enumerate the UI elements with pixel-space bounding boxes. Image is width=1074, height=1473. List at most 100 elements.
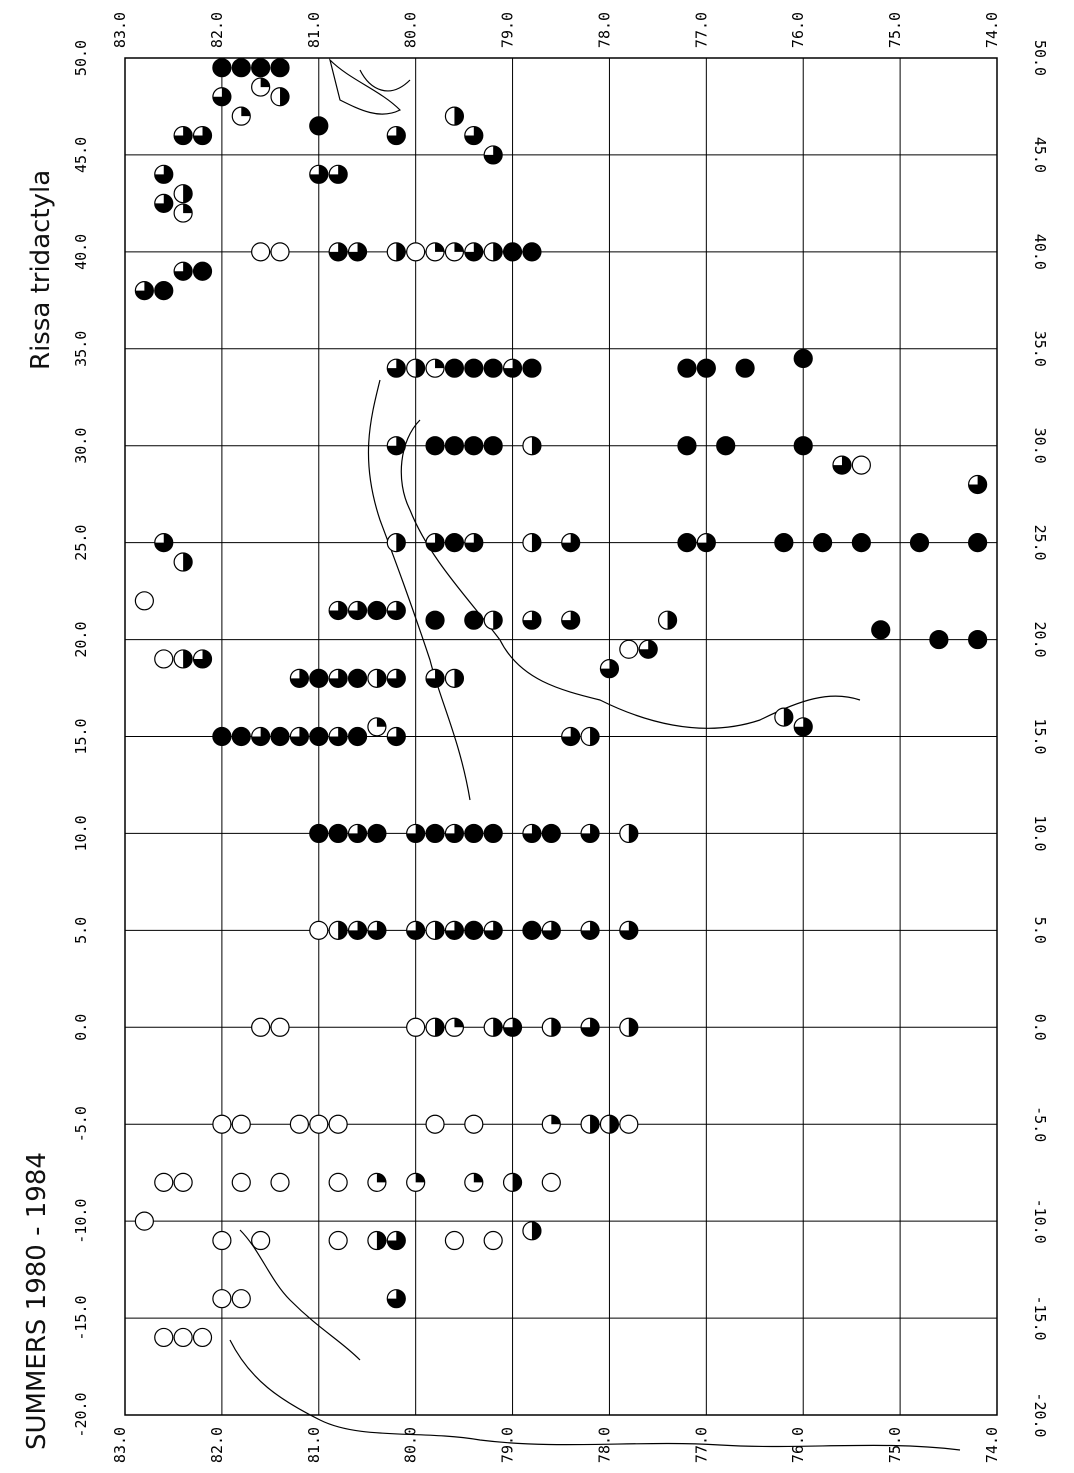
top-tick-label: 74.0 <box>983 12 1001 48</box>
observation-marker <box>173 552 193 572</box>
observation-marker <box>386 1230 406 1251</box>
left-tick-label: 5.0 <box>72 917 90 944</box>
observation-marker <box>386 1289 406 1309</box>
observation-marker <box>309 116 329 136</box>
observation-marker <box>386 533 406 553</box>
left-tick-label: 20.0 <box>72 622 90 658</box>
observation-marker <box>406 920 426 940</box>
observation-marker <box>851 533 871 553</box>
observation-marker <box>541 920 561 940</box>
right-tick-label: 30.0 <box>1031 428 1049 464</box>
observation-marker <box>580 726 600 747</box>
observation-marker <box>289 726 309 747</box>
observation-marker <box>386 726 406 747</box>
observation-marker <box>541 1172 561 1192</box>
observation-marker <box>599 659 620 679</box>
right-tick-label: 25.0 <box>1031 525 1049 561</box>
observation-marker <box>231 726 251 747</box>
observation-marker <box>483 610 503 630</box>
observation-marker <box>231 1172 251 1192</box>
observation-marker <box>192 261 213 281</box>
observation-marker <box>309 726 329 747</box>
observation-marker <box>154 649 174 669</box>
left-tick-label: 40.0 <box>72 234 90 270</box>
observation-marker <box>735 358 755 378</box>
observation-marker <box>793 436 813 456</box>
observation-marker <box>309 1114 329 1134</box>
observation-marker <box>231 58 251 78</box>
top-tick-label: 83.0 <box>111 12 129 48</box>
observation-marker <box>483 242 503 262</box>
observation-marker <box>464 242 484 262</box>
observation-marker <box>444 1230 465 1251</box>
observation-marker <box>444 533 465 553</box>
observation-marker <box>483 358 503 378</box>
left-tick-label: -15.0 <box>72 1295 90 1340</box>
left-tick-label: 0.0 <box>72 1014 90 1041</box>
observation-marker <box>483 436 503 456</box>
observation-marker <box>444 106 465 126</box>
coastline-svalbard-west <box>367 379 471 801</box>
observation-marker <box>464 125 484 146</box>
observation-marker <box>173 1172 193 1192</box>
observation-marker <box>425 358 445 378</box>
observation-marker <box>561 533 581 553</box>
observation-marker <box>444 1017 465 1037</box>
top-tick-label: 78.0 <box>595 12 613 48</box>
coastline-scandinavia <box>229 1339 961 1451</box>
observation-marker <box>154 1172 174 1192</box>
observation-marker <box>444 358 465 378</box>
observation-marker <box>483 823 503 844</box>
observation-marker <box>367 1172 387 1192</box>
observation-marker <box>173 184 193 204</box>
observation-marker <box>483 145 503 165</box>
observation-marker <box>483 1230 503 1251</box>
observation-marker <box>270 726 290 747</box>
observation-marker <box>406 823 426 844</box>
bottom-tick-label: 77.0 <box>692 1427 710 1463</box>
observation-marker <box>425 436 445 456</box>
observation-marker <box>270 1172 290 1192</box>
observation-marker <box>909 533 930 553</box>
observation-marker <box>929 629 949 650</box>
observation-marker <box>619 1114 639 1134</box>
observation-marker <box>347 920 368 940</box>
right-tick-label: -20.0 <box>1031 1392 1049 1437</box>
observation-marker <box>464 358 484 378</box>
observation-marker <box>464 823 484 844</box>
top-tick-label: 77.0 <box>692 12 710 48</box>
coastline <box>229 58 961 1451</box>
observation-marker <box>464 533 484 553</box>
observation-marker <box>580 1017 600 1037</box>
observation-marker <box>270 1017 290 1037</box>
observation-marker <box>561 610 581 630</box>
observation-marker <box>425 610 445 630</box>
top-tick-label: 82.0 <box>208 12 226 48</box>
observation-marker <box>231 1289 251 1309</box>
period-label: SUMMERS 1980 - 1984 <box>22 1152 52 1450</box>
coastline-franz-josef <box>328 58 411 115</box>
observation-marker <box>328 1172 348 1192</box>
observation-marker <box>619 920 639 940</box>
observation-marker <box>444 920 465 940</box>
top-tick-label: 76.0 <box>789 12 807 48</box>
observation-marker <box>367 920 387 940</box>
observation-marker <box>502 358 523 378</box>
observation-marker <box>541 823 561 844</box>
observation-marker <box>774 533 794 553</box>
observation-marker <box>696 358 716 378</box>
observation-marker <box>251 242 271 262</box>
observation-marker <box>406 1017 426 1037</box>
observation-marker <box>192 125 213 146</box>
observation-marker <box>192 1327 213 1348</box>
observation-marker <box>134 281 154 301</box>
observation-marker <box>444 668 465 688</box>
observation-marker <box>677 358 697 378</box>
observation-marker <box>522 436 542 456</box>
observation-marker <box>154 193 174 213</box>
coastline-greenland <box>239 1229 361 1361</box>
observation-marker <box>367 1230 387 1251</box>
axis-tick-labels: 83.0 82.0 81.0 80.0 79.0 78.0 77.0 76.0 75.0 74.0… <box>72 12 1049 1463</box>
observation-marker <box>212 1230 232 1251</box>
bottom-tick-label: 79.0 <box>499 1427 517 1463</box>
